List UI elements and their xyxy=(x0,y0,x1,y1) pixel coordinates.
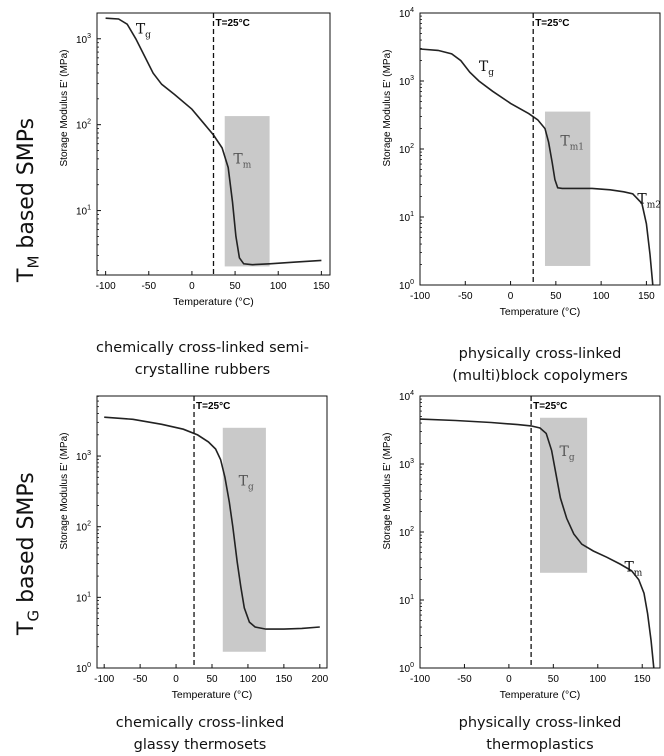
chart-4: T=25°C -100 -50 0 50 100 150 100 101 102 103 104 Tem… xyxy=(378,388,664,713)
chart-4-y-tick-label: 103 xyxy=(399,458,414,471)
chart-3-svg: T=25°C -100 -50 0 50 100 150 200 100 101 102 103 Tem… xyxy=(59,395,329,701)
chart-2-y-tick-label: 100 xyxy=(399,279,414,292)
caption-2-line-2: (multi)block copolymers xyxy=(452,368,628,384)
chart-2-x-tick-label: 150 xyxy=(638,291,655,302)
chart-1-x-tick-label: 100 xyxy=(270,281,287,292)
chart-4-x-tick-label: 100 xyxy=(589,674,606,685)
row-label-tm-main: T xyxy=(14,268,39,282)
chart-2-x-tick-label: 100 xyxy=(593,291,610,302)
caption-4: physically cross-linked thermoplastics xyxy=(425,712,655,756)
chart-4-annotation-tm: Tm xyxy=(624,559,642,578)
chart-1-x-axis-label: Temperature (°C) xyxy=(173,296,254,308)
chart-2: T=25°C -100 -50 0 50 100 150 100 101 102 103 104 Tem… xyxy=(378,5,664,325)
caption-2-line-1: physically cross-linked xyxy=(458,346,622,362)
caption-4-line-2: thermoplastics xyxy=(486,737,594,753)
chart-2-reference-label: T=25°C xyxy=(535,18,569,29)
chart-2-svg: T=25°C -100 -50 0 50 100 150 100 101 102 103 104 Tem… xyxy=(382,7,661,318)
chart-3-plot-frame xyxy=(96,395,328,669)
chart-2-x-tick-label: 0 xyxy=(508,291,514,302)
chart-4-x-tick-label: 50 xyxy=(548,674,560,685)
chart-3-reference-label: T=25°C xyxy=(196,401,230,412)
chart-3-x-tick-label: -100 xyxy=(94,674,114,685)
chart-2-plot-frame xyxy=(419,12,661,286)
chart-2-annotation-tm2: Tm2 xyxy=(637,191,661,210)
chart-1-annotation-tm: Tm xyxy=(233,151,251,170)
chart-4-x-tick-label: -100 xyxy=(410,674,430,685)
chart-3-x-tick-label: 50 xyxy=(206,674,218,685)
chart-3-x-tick-label: 150 xyxy=(276,674,293,685)
chart-1-x-tick-label: 0 xyxy=(189,281,195,292)
chart-4-modulus-curve xyxy=(419,418,655,669)
caption-3-line-2: glassy thermosets xyxy=(133,737,267,753)
chart-1-x-tick-label: 50 xyxy=(230,281,242,292)
caption-3-line-1: chemically cross-linked xyxy=(115,715,285,731)
chart-1-y-tick-label: 101 xyxy=(76,205,91,218)
chart-4-svg: T=25°C -100 -50 0 50 100 150 100 101 102 103 104 Tem… xyxy=(382,390,661,701)
chart-2-x-tick-label: -50 xyxy=(458,291,473,302)
row-label-tm: TM based SMPs xyxy=(14,102,42,282)
chart-2-y-tick-label: 102 xyxy=(399,143,414,156)
chart-3-y-axis-label: Storage Modulus E' (MPa) xyxy=(59,433,70,550)
chart-3-modulus-curve xyxy=(104,416,320,630)
chart-3: T=25°C -100 -50 0 50 100 150 200 100 101 102 103 Tem… xyxy=(55,388,340,713)
chart-1: T=25°C -100 -50 0 50 100 150 101 102 103 Temperatu… xyxy=(55,5,340,325)
chart-3-x-tick-label: 100 xyxy=(240,674,257,685)
chart-2-modulus-curve xyxy=(419,48,654,286)
chart-4-x-tick-label: 150 xyxy=(634,674,651,685)
chart-1-reference-label: T=25°C xyxy=(216,18,250,29)
chart-1-y-tick-label: 103 xyxy=(76,33,91,46)
chart-4-reference-label: T=25°C xyxy=(533,401,567,412)
chart-2-annotation-tg: Tg xyxy=(479,59,494,78)
chart-3-y-tick-label: 103 xyxy=(76,450,91,463)
row-label-tg-main: T xyxy=(14,621,39,635)
chart-3-x-tick-label: -50 xyxy=(133,674,148,685)
chart-2-x-tick-label: 50 xyxy=(550,291,562,302)
chart-3-annotation-tg: Tg xyxy=(239,474,254,493)
row-label-tg: TG based SMPs xyxy=(14,455,42,635)
chart-1-x-tick-label: 150 xyxy=(313,281,330,292)
row-label-tg-sub: G xyxy=(24,609,43,622)
chart-1-annotation-tg: Tg xyxy=(136,22,151,41)
chart-1-transition-band xyxy=(224,116,270,267)
chart-2-y-tick-label: 103 xyxy=(399,75,414,88)
chart-3-y-tick-label: 100 xyxy=(76,662,91,675)
row-label-tm-sub: M xyxy=(24,255,43,269)
caption-2: physically cross-linked (multi)block cop… xyxy=(420,343,660,387)
chart-4-x-tick-label: -50 xyxy=(457,674,472,685)
chart-3-x-tick-label: 0 xyxy=(173,674,179,685)
chart-4-annotation-tg: Tg xyxy=(560,444,575,463)
chart-1-x-tick-label: -100 xyxy=(96,281,116,292)
chart-4-x-tick-label: 0 xyxy=(506,674,512,685)
chart-1-x-tick-label: -50 xyxy=(142,281,157,292)
chart-2-x-axis-label: Temperature (°C) xyxy=(500,306,581,318)
chart-2-y-tick-label: 101 xyxy=(399,211,414,224)
caption-3: chemically cross-linked glassy thermoset… xyxy=(80,712,320,756)
chart-4-y-axis-label: Storage Modulus E' (MPa) xyxy=(382,433,393,550)
chart-4-transition-band xyxy=(540,417,588,573)
row-label-tg-rest: based SMPs xyxy=(14,472,39,610)
chart-3-y-tick-label: 101 xyxy=(76,591,91,604)
chart-4-y-tick-label: 101 xyxy=(399,594,414,607)
chart-2-annotation-tm1: Tm1 xyxy=(560,134,584,153)
chart-1-svg: T=25°C -100 -50 0 50 100 150 101 102 103 Temperatu… xyxy=(59,12,331,308)
chart-4-y-tick-label: 100 xyxy=(399,662,414,675)
caption-1: chemically cross-linked semi- crystallin… xyxy=(75,337,330,381)
caption-1-line-1: chemically cross-linked semi- xyxy=(96,340,309,356)
chart-2-x-tick-label: -100 xyxy=(410,291,430,302)
row-label-tm-rest: based SMPs xyxy=(14,117,39,256)
chart-3-transition-band xyxy=(222,427,266,652)
chart-1-y-tick-label: 102 xyxy=(76,119,91,132)
chart-2-y-tick-label: 104 xyxy=(399,7,414,20)
chart-4-y-tick-label: 104 xyxy=(399,390,414,403)
chart-3-x-axis-label: Temperature (°C) xyxy=(172,689,253,701)
chart-4-y-tick-label: 102 xyxy=(399,526,414,539)
chart-3-y-tick-label: 102 xyxy=(76,521,91,534)
chart-3-x-tick-label: 200 xyxy=(311,674,328,685)
caption-1-line-2: crystalline rubbers xyxy=(134,362,271,378)
chart-2-y-axis-label: Storage Modulus E' (MPa) xyxy=(382,50,393,167)
chart-4-x-axis-label: Temperature (°C) xyxy=(500,689,581,701)
chart-1-y-axis-label: Storage Modulus E' (MPa) xyxy=(59,50,70,167)
caption-4-line-1: physically cross-linked xyxy=(458,715,622,731)
